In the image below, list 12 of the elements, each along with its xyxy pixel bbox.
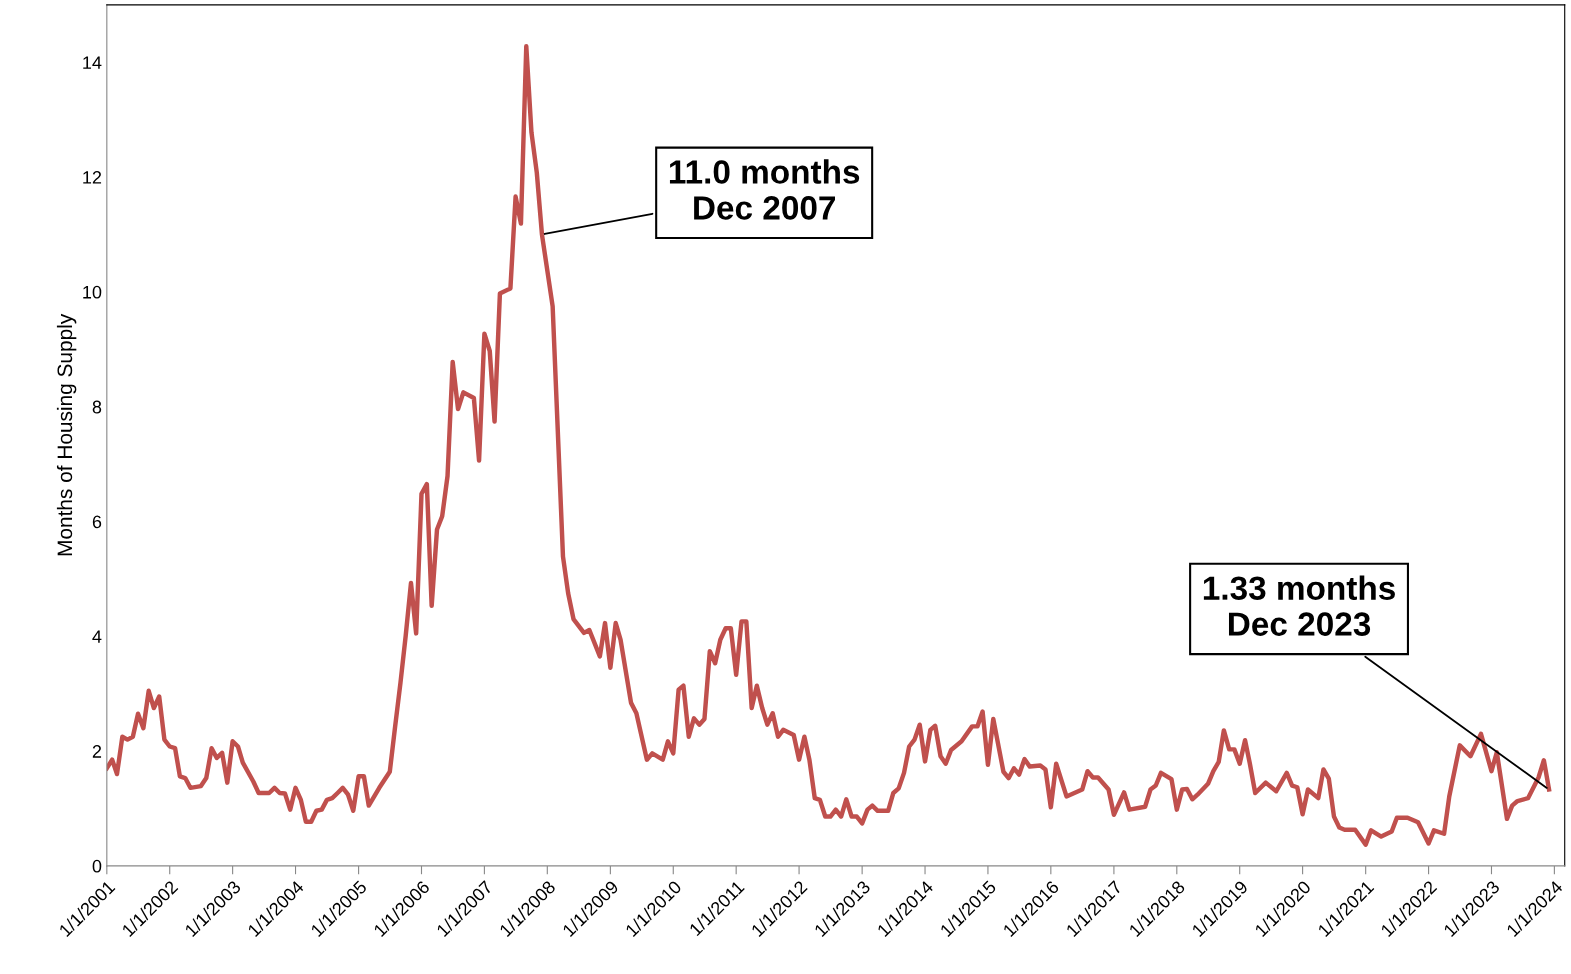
y-tick-label: 2 bbox=[92, 745, 102, 758]
line-series bbox=[106, 43, 1552, 847]
annotation: 1.33 months Dec 2023 bbox=[1203, 575, 1395, 636]
y-tick-label: 10 bbox=[83, 285, 102, 299]
y-tick-label: 12 bbox=[83, 171, 102, 184]
y-tick-label: 14 bbox=[83, 56, 102, 69]
annotation: 11.0 months Dec 2007 bbox=[669, 159, 860, 220]
y-tick-label: 4 bbox=[92, 630, 102, 643]
y-tick-label: 0 bbox=[92, 859, 102, 873]
y-tick-label: 6 bbox=[92, 515, 102, 529]
y-tick-label: 8 bbox=[92, 400, 102, 414]
y-axis-title: Months of Housing Supply bbox=[56, 313, 77, 556]
